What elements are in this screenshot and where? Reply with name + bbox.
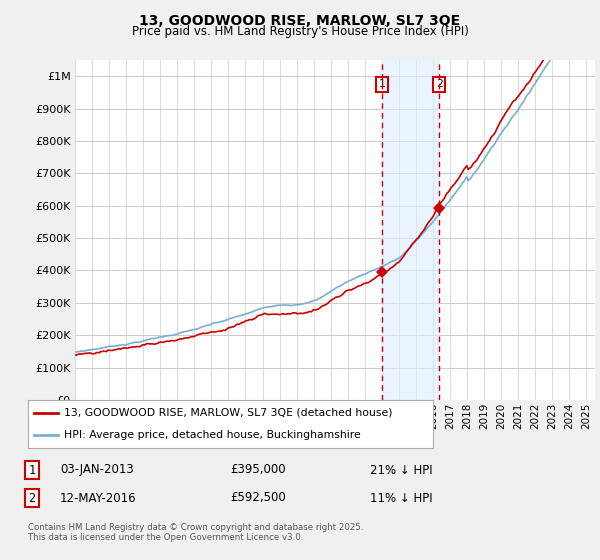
Text: 21% ↓ HPI: 21% ↓ HPI (370, 464, 433, 477)
Text: £592,500: £592,500 (230, 492, 286, 505)
Bar (382, 60, 439, 400)
Text: 2: 2 (28, 492, 35, 505)
Text: 2: 2 (436, 80, 443, 89)
Text: Contains HM Land Registry data © Crown copyright and database right 2025.
This d: Contains HM Land Registry data © Crown c… (28, 522, 364, 542)
Text: 13, GOODWOOD RISE, MARLOW, SL7 3QE (detached house): 13, GOODWOOD RISE, MARLOW, SL7 3QE (deta… (64, 408, 393, 418)
Text: 13, GOODWOOD RISE, MARLOW, SL7 3QE: 13, GOODWOOD RISE, MARLOW, SL7 3QE (139, 14, 461, 28)
Text: 1: 1 (379, 80, 385, 89)
Text: £395,000: £395,000 (230, 464, 286, 477)
Text: 12-MAY-2016: 12-MAY-2016 (60, 492, 137, 505)
Text: 03-JAN-2013: 03-JAN-2013 (60, 464, 134, 477)
Text: 11% ↓ HPI: 11% ↓ HPI (370, 492, 433, 505)
Text: 1: 1 (28, 464, 35, 477)
Text: Price paid vs. HM Land Registry's House Price Index (HPI): Price paid vs. HM Land Registry's House … (131, 25, 469, 38)
Text: HPI: Average price, detached house, Buckinghamshire: HPI: Average price, detached house, Buck… (64, 430, 361, 440)
